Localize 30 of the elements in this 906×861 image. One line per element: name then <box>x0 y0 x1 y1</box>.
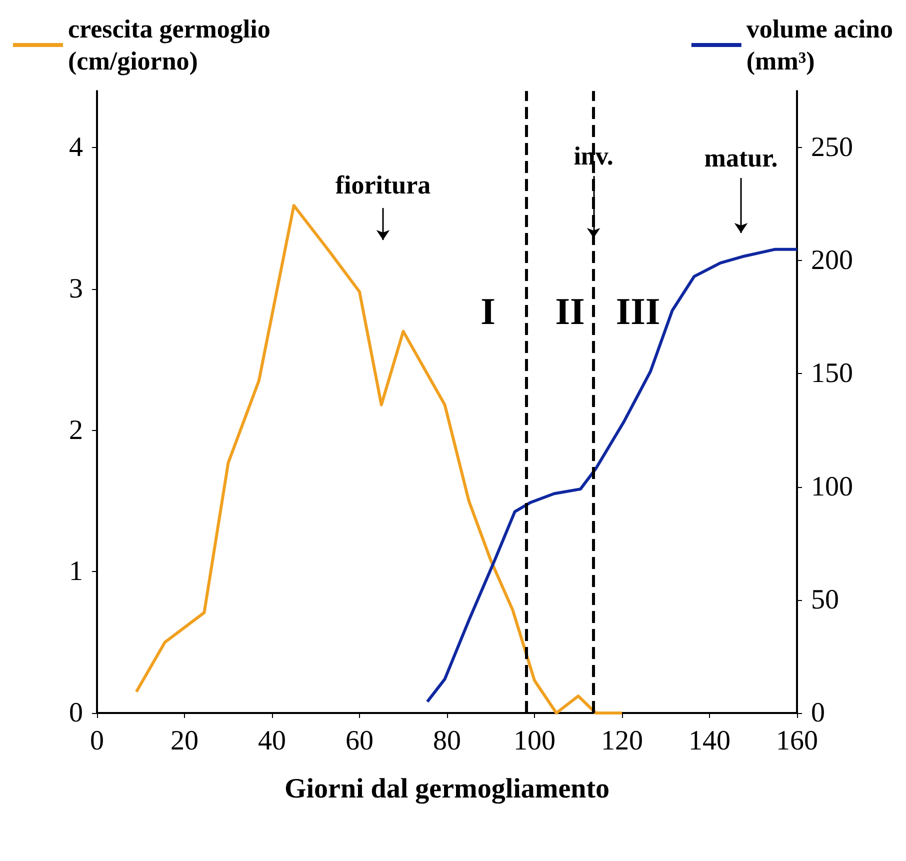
x-tick-label: 0 <box>90 726 104 756</box>
y2-tick-label: 200 <box>811 245 853 276</box>
x-tick-label: 140 <box>688 726 730 756</box>
x-tick-label: 20 <box>170 726 198 756</box>
line-series <box>426 248 798 704</box>
x-tick-label: 100 <box>514 726 556 756</box>
y2-tick-label: 0 <box>811 698 825 728</box>
y2-tick-label: 100 <box>811 471 853 502</box>
y-tick-label: 1 <box>69 556 83 588</box>
y2-tick-label: 250 <box>811 132 853 164</box>
x-tick-label: 160 <box>776 726 818 756</box>
y-tick-label: 2 <box>69 414 83 446</box>
annotation: inv. <box>574 142 614 171</box>
annotation: II <box>555 291 585 333</box>
y-tick-label: 4 <box>69 132 83 164</box>
y2-tick-label: 150 <box>811 358 853 390</box>
x-axis-title: Giorni dal germogliamento <box>284 774 610 804</box>
legend-label: crescita germoglio (cm/giorno) <box>68 14 270 76</box>
x-tick-label: 40 <box>258 726 286 756</box>
y-tick-label: 0 <box>69 698 83 728</box>
x-tick-label: 120 <box>601 726 643 756</box>
legend-label: volume acino (mm³) <box>746 14 894 76</box>
y-tick-label: 3 <box>69 273 83 304</box>
x-tick-label: 80 <box>433 726 461 756</box>
annotation: fioritura <box>335 170 431 200</box>
annotation: matur. <box>704 144 778 172</box>
x-tick-label: 60 <box>346 726 374 756</box>
annotation: I <box>480 291 496 333</box>
annotation: III <box>616 291 660 333</box>
y2-tick-label: 50 <box>811 584 839 616</box>
